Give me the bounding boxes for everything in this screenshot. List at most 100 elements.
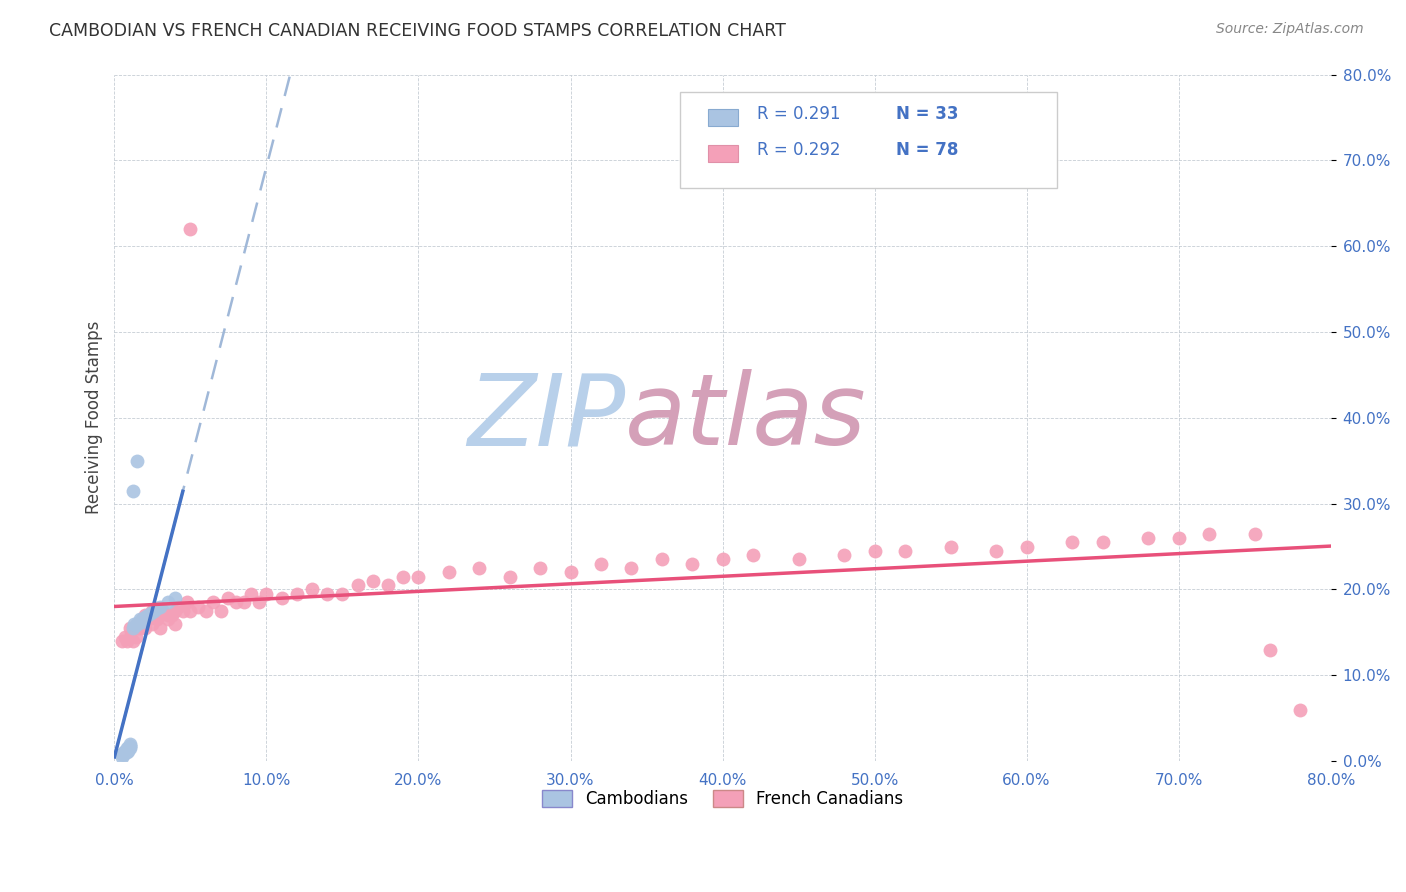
Point xyxy=(939,540,962,554)
Point xyxy=(146,612,169,626)
Point xyxy=(202,595,225,609)
Text: CAMBODIAN VS FRENCH CANADIAN RECEIVING FOOD STAMPS CORRELATION CHART: CAMBODIAN VS FRENCH CANADIAN RECEIVING F… xyxy=(49,22,786,40)
Point xyxy=(139,607,162,621)
Point xyxy=(112,746,135,760)
FancyBboxPatch shape xyxy=(709,109,738,126)
Point xyxy=(285,587,308,601)
Point xyxy=(127,616,149,631)
Point xyxy=(167,599,190,614)
Point xyxy=(270,591,292,605)
Point xyxy=(156,608,179,623)
Point xyxy=(134,610,156,624)
Point xyxy=(121,621,143,635)
Point xyxy=(165,591,187,605)
Point xyxy=(1015,540,1038,554)
Text: Source: ZipAtlas.com: Source: ZipAtlas.com xyxy=(1216,22,1364,37)
Point xyxy=(256,587,278,601)
Point xyxy=(209,604,232,618)
Point xyxy=(149,608,172,623)
Point xyxy=(194,604,217,618)
Text: R = 0.291: R = 0.291 xyxy=(756,104,841,123)
Point xyxy=(118,741,141,756)
Point xyxy=(132,612,155,626)
Text: ZIP: ZIP xyxy=(467,369,626,467)
Point xyxy=(114,746,136,760)
Point xyxy=(118,621,141,635)
Point xyxy=(894,544,917,558)
Text: atlas: atlas xyxy=(626,369,868,467)
Point xyxy=(136,608,159,623)
Point xyxy=(179,222,201,236)
Point xyxy=(160,608,183,623)
Point xyxy=(165,616,187,631)
Point xyxy=(437,566,460,580)
Point xyxy=(529,561,551,575)
Point xyxy=(986,544,1008,558)
Point xyxy=(121,621,143,635)
Point xyxy=(131,616,153,631)
Point xyxy=(156,595,179,609)
Point xyxy=(187,599,209,614)
Point xyxy=(651,552,673,566)
Point xyxy=(589,557,612,571)
Point xyxy=(152,604,174,618)
Point xyxy=(468,561,491,575)
Point xyxy=(1198,526,1220,541)
Point xyxy=(118,739,141,754)
Point xyxy=(136,612,159,626)
Text: N = 33: N = 33 xyxy=(897,104,959,123)
Point xyxy=(172,604,194,618)
Point xyxy=(499,569,522,583)
Point xyxy=(1289,702,1312,716)
Text: R = 0.292: R = 0.292 xyxy=(756,141,841,159)
Point xyxy=(1243,526,1265,541)
Point xyxy=(141,616,163,631)
Point xyxy=(146,601,169,615)
Point xyxy=(115,746,138,760)
Point xyxy=(240,587,263,601)
Point xyxy=(115,741,138,756)
Point xyxy=(620,561,643,575)
Point xyxy=(149,621,172,635)
Point xyxy=(127,621,149,635)
Point xyxy=(141,604,163,618)
Point xyxy=(217,591,239,605)
Point xyxy=(232,595,254,609)
Point xyxy=(1137,531,1160,545)
Point xyxy=(128,615,150,629)
Point xyxy=(142,604,165,618)
Text: N = 78: N = 78 xyxy=(897,141,959,159)
Point xyxy=(156,612,179,626)
FancyBboxPatch shape xyxy=(681,92,1057,188)
Point xyxy=(742,548,765,562)
Point xyxy=(134,621,156,635)
Point xyxy=(115,634,138,648)
Point xyxy=(787,552,810,566)
Point xyxy=(408,569,430,583)
Point xyxy=(247,595,270,609)
Point xyxy=(560,566,582,580)
Point xyxy=(392,569,415,583)
Point xyxy=(165,604,187,618)
Point xyxy=(129,621,152,635)
Y-axis label: Receiving Food Stamps: Receiving Food Stamps xyxy=(86,321,103,515)
Point xyxy=(301,582,323,597)
Point xyxy=(179,604,201,618)
Point xyxy=(122,616,145,631)
Point xyxy=(127,453,149,467)
Point xyxy=(225,595,247,609)
Point xyxy=(118,739,141,753)
Point xyxy=(1258,642,1281,657)
Point xyxy=(131,615,153,629)
Point xyxy=(149,599,172,614)
Point xyxy=(131,612,153,626)
Point xyxy=(114,630,136,644)
Point xyxy=(117,741,139,756)
Point xyxy=(125,618,148,632)
Point xyxy=(111,634,134,648)
Point xyxy=(129,612,152,626)
Point xyxy=(118,737,141,751)
Point xyxy=(1091,535,1114,549)
Point xyxy=(121,483,143,498)
FancyBboxPatch shape xyxy=(709,145,738,162)
